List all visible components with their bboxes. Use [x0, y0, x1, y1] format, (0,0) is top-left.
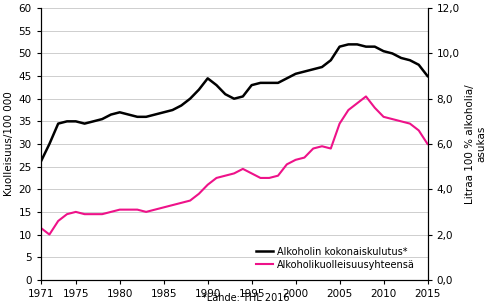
Alkoholikuolleisuusyhteensä	[205, 183, 211, 187]
Alkoholikuolleisuusyhteensä	[161, 205, 166, 209]
Alkoholin kokonaiskulutus*	[47, 142, 53, 146]
Alkoholin kokonaiskulutus*	[266, 81, 272, 85]
Alkoholikuolleisuusyhteensä	[187, 199, 193, 202]
Alkoholin kokonaiskulutus*	[257, 81, 263, 85]
Alkoholin kokonaiskulutus*	[135, 115, 140, 119]
Alkoholikuolleisuusyhteensä	[152, 208, 158, 211]
Line: Alkoholikuolleisuusyhteensä: Alkoholikuolleisuusyhteensä	[41, 96, 428, 235]
Alkoholikuolleisuusyhteensä	[47, 233, 53, 236]
Alkoholin kokonaiskulutus*	[143, 115, 149, 119]
Y-axis label: Kuolleisuus/100 000: Kuolleisuus/100 000	[4, 92, 14, 196]
Alkoholikuolleisuusyhteensä	[266, 176, 272, 180]
Alkoholikuolleisuusyhteensä	[169, 203, 175, 207]
Alkoholin kokonaiskulutus*	[425, 74, 431, 78]
Alkoholikuolleisuusyhteensä	[108, 210, 114, 214]
Alkoholin kokonaiskulutus*	[55, 122, 61, 125]
Alkoholikuolleisuusyhteensä	[372, 106, 378, 110]
Alkoholin kokonaiskulutus*	[214, 83, 219, 87]
Alkoholin kokonaiskulutus*	[372, 45, 378, 48]
Alkoholikuolleisuusyhteensä	[425, 142, 431, 146]
Alkoholin kokonaiskulutus*	[99, 117, 105, 121]
Alkoholikuolleisuusyhteensä	[126, 208, 132, 211]
Alkoholikuolleisuusyhteensä	[275, 174, 281, 178]
Alkoholin kokonaiskulutus*	[389, 52, 395, 55]
Alkoholin kokonaiskulutus*	[328, 58, 334, 62]
Alkoholin kokonaiskulutus*	[354, 42, 360, 46]
Alkoholikuolleisuusyhteensä	[363, 95, 369, 98]
Alkoholin kokonaiskulutus*	[407, 58, 413, 62]
Alkoholin kokonaiskulutus*	[363, 45, 369, 48]
Alkoholikuolleisuusyhteensä	[354, 102, 360, 105]
Alkoholikuolleisuusyhteensä	[416, 128, 422, 132]
Alkoholin kokonaiskulutus*	[196, 88, 202, 92]
Alkoholikuolleisuusyhteensä	[73, 210, 79, 214]
Alkoholikuolleisuusyhteensä	[249, 171, 255, 175]
Alkoholin kokonaiskulutus*	[73, 119, 79, 123]
Alkoholin kokonaiskulutus*	[82, 122, 87, 125]
Alkoholin kokonaiskulutus*	[117, 111, 123, 114]
Alkoholikuolleisuusyhteensä	[398, 119, 404, 123]
Alkoholin kokonaiskulutus*	[240, 95, 246, 98]
Alkoholin kokonaiskulutus*	[64, 119, 70, 123]
Alkoholin kokonaiskulutus*	[205, 77, 211, 80]
Alkoholikuolleisuusyhteensä	[55, 219, 61, 223]
Alkoholin kokonaiskulutus*	[284, 77, 290, 80]
Alkoholikuolleisuusyhteensä	[231, 171, 237, 175]
Alkoholikuolleisuusyhteensä	[346, 108, 352, 112]
Alkoholin kokonaiskulutus*	[275, 81, 281, 85]
Y-axis label: Litraa 100 % alkoholia/
asukas: Litraa 100 % alkoholia/ asukas	[465, 84, 487, 204]
Alkoholin kokonaiskulutus*	[346, 42, 352, 46]
Alkoholin kokonaiskulutus*	[381, 49, 386, 53]
Alkoholikuolleisuusyhteensä	[90, 212, 96, 216]
Alkoholin kokonaiskulutus*	[301, 70, 307, 73]
Alkoholikuolleisuusyhteensä	[99, 212, 105, 216]
Alkoholikuolleisuusyhteensä	[240, 167, 246, 171]
Alkoholikuolleisuusyhteensä	[284, 162, 290, 166]
Alkoholikuolleisuusyhteensä	[310, 147, 316, 150]
Alkoholikuolleisuusyhteensä	[328, 147, 334, 150]
Alkoholin kokonaiskulutus*	[38, 160, 44, 164]
Alkoholikuolleisuusyhteensä	[117, 208, 123, 211]
Alkoholikuolleisuusyhteensä	[135, 208, 140, 211]
Alkoholin kokonaiskulutus*	[108, 113, 114, 116]
Alkoholin kokonaiskulutus*	[310, 68, 316, 71]
Alkoholikuolleisuusyhteensä	[301, 156, 307, 159]
Alkoholikuolleisuusyhteensä	[196, 192, 202, 196]
Alkoholikuolleisuusyhteensä	[82, 212, 87, 216]
Alkoholin kokonaiskulutus*	[169, 108, 175, 112]
Alkoholin kokonaiskulutus*	[90, 119, 96, 123]
Alkoholin kokonaiskulutus*	[416, 63, 422, 67]
Line: Alkoholin kokonaiskulutus*: Alkoholin kokonaiskulutus*	[41, 44, 428, 162]
Alkoholin kokonaiskulutus*	[337, 45, 343, 48]
Alkoholikuolleisuusyhteensä	[389, 117, 395, 121]
Alkoholin kokonaiskulutus*	[178, 104, 184, 107]
Alkoholikuolleisuusyhteensä	[178, 201, 184, 205]
Alkoholin kokonaiskulutus*	[319, 65, 325, 69]
Alkoholikuolleisuusyhteensä	[319, 145, 325, 148]
Alkoholin kokonaiskulutus*	[249, 83, 255, 87]
Alkoholin kokonaiskulutus*	[187, 97, 193, 101]
Alkoholin kokonaiskulutus*	[293, 72, 299, 76]
Alkoholikuolleisuusyhteensä	[293, 158, 299, 161]
Alkoholikuolleisuusyhteensä	[407, 122, 413, 125]
Text: *Lähde: THL 2016: *Lähde: THL 2016	[202, 293, 289, 303]
Alkoholin kokonaiskulutus*	[152, 113, 158, 116]
Alkoholikuolleisuusyhteensä	[337, 122, 343, 125]
Alkoholikuolleisuusyhteensä	[222, 174, 228, 178]
Alkoholikuolleisuusyhteensä	[143, 210, 149, 214]
Alkoholin kokonaiskulutus*	[231, 97, 237, 101]
Alkoholikuolleisuusyhteensä	[381, 115, 386, 119]
Alkoholikuolleisuusyhteensä	[214, 176, 219, 180]
Alkoholin kokonaiskulutus*	[398, 56, 404, 60]
Legend: Alkoholin kokonaiskulutus*, Alkoholikuolleisuusyhteensä: Alkoholin kokonaiskulutus*, Alkoholikuol…	[256, 247, 415, 269]
Alkoholin kokonaiskulutus*	[222, 92, 228, 96]
Alkoholikuolleisuusyhteensä	[257, 176, 263, 180]
Alkoholin kokonaiskulutus*	[126, 113, 132, 116]
Alkoholikuolleisuusyhteensä	[64, 212, 70, 216]
Alkoholikuolleisuusyhteensä	[38, 226, 44, 230]
Alkoholin kokonaiskulutus*	[161, 111, 166, 114]
